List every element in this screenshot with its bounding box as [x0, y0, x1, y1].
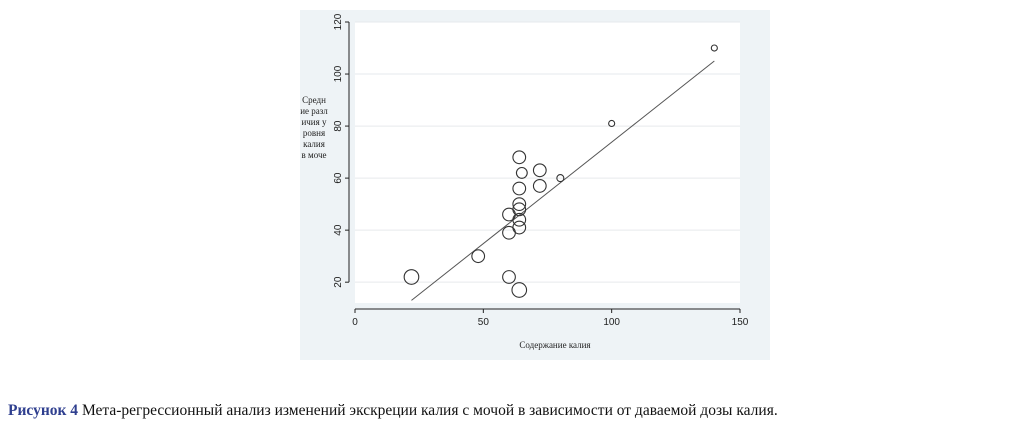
- data-point: [512, 220, 527, 235]
- caption-text: Мета-регрессионный анализ изменений экск…: [78, 402, 778, 419]
- y-tick-label: 80: [333, 120, 344, 132]
- data-point: [512, 212, 527, 227]
- y-tick-label: 120: [333, 13, 344, 30]
- data-point: [556, 174, 565, 183]
- data-point: [512, 150, 527, 165]
- y-tick-label: 20: [333, 276, 344, 288]
- data-point: [532, 179, 547, 193]
- x-axis-label: Содержание калия: [519, 340, 591, 350]
- data-point: [512, 202, 527, 217]
- plot-area: [355, 22, 740, 303]
- data-point: [403, 269, 420, 285]
- data-point: [532, 163, 547, 178]
- data-point: [511, 282, 528, 298]
- y-axis-label: Средние различия уровня калия в моче: [300, 95, 328, 160]
- x-tick-label: 0: [352, 317, 358, 328]
- y-tick-label: 40: [333, 224, 344, 236]
- data-point: [512, 181, 527, 196]
- x-tick-label: 100: [603, 317, 620, 328]
- figure-panel: 20 40 60 80 100 120 0 50 100 150 Средние различия…: [300, 10, 770, 360]
- y-tick-label: 60: [333, 172, 344, 184]
- data-point: [471, 249, 486, 264]
- figure-caption: Рисунок 4 Мета-регрессионный анализ изме…: [8, 402, 778, 420]
- data-point: [710, 44, 718, 52]
- y-tick-label: 100: [333, 65, 344, 82]
- scatter-chart: 20 40 60 80 100 120 0 50 100 150: [333, 13, 749, 328]
- x-tick-label: 50: [478, 317, 490, 328]
- data-point: [515, 166, 528, 179]
- figure-number: Рисунок 4: [8, 402, 79, 419]
- data-point: [502, 270, 516, 284]
- x-tick-label: 150: [732, 317, 749, 328]
- data-point: [608, 119, 616, 128]
- data-point: [512, 197, 527, 212]
